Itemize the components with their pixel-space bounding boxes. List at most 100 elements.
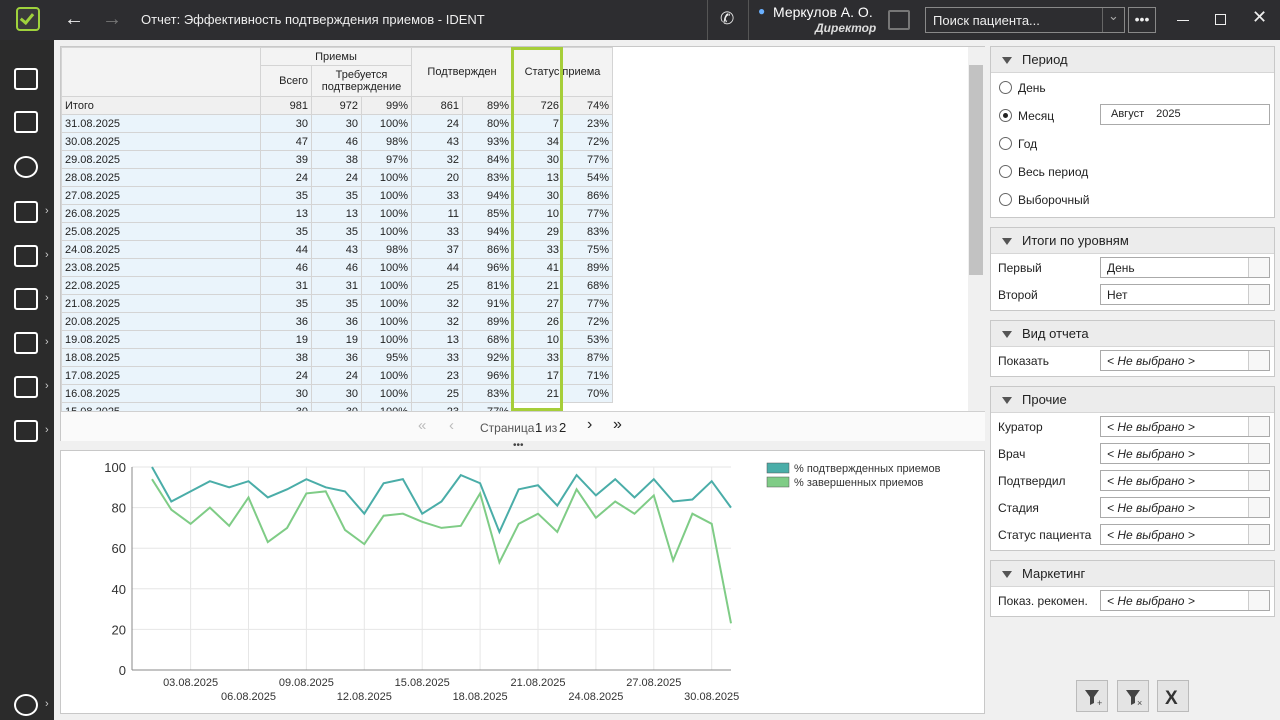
nav-chevron[interactable]: › — [45, 336, 49, 348]
more-button[interactable]: ••• — [1128, 7, 1156, 33]
column-header[interactable]: Подтвержден — [411, 47, 513, 97]
history-button[interactable] — [888, 10, 910, 30]
radio-row[interactable]: Год — [991, 129, 1274, 157]
nav-icon[interactable] — [14, 156, 38, 178]
patient-search[interactable]: Поиск пациента... ⌄ — [925, 7, 1125, 33]
month-picker[interactable]: Август 2025 — [1100, 104, 1270, 125]
radio-button[interactable] — [999, 193, 1012, 206]
nav-chevron[interactable]: › — [45, 698, 49, 710]
maximize-button[interactable] — [1215, 14, 1226, 25]
table-row[interactable]: 25.08.2025 35 35 100% 33 94% 29 83% — [61, 222, 613, 241]
phone-button[interactable]: ✆ — [720, 9, 735, 28]
apply-filter-button[interactable]: + — [1076, 680, 1108, 712]
table-row[interactable]: 28.08.2025 24 24 100% 20 83% 13 54% — [61, 168, 613, 187]
nav-icon[interactable] — [14, 288, 38, 310]
minimize-button[interactable] — [1177, 20, 1189, 21]
nav-chevron[interactable]: › — [45, 249, 49, 261]
table-row[interactable]: 23.08.2025 46 46 100% 44 96% 41 89% — [61, 258, 613, 277]
radio-row[interactable]: День — [991, 73, 1274, 101]
nav-icon[interactable] — [14, 111, 38, 133]
filter-dropdown[interactable]: < Не выбрано > — [1100, 590, 1270, 611]
table-row[interactable]: 29.08.2025 39 38 97% 32 84% 30 77% — [61, 150, 613, 169]
table-cell: 23.08.2025 — [61, 258, 261, 277]
user-name[interactable]: Меркулов А. О. — [773, 4, 873, 20]
nav-icon[interactable] — [14, 68, 38, 90]
radio-button[interactable] — [999, 137, 1012, 150]
table-cell: 81% — [462, 276, 513, 295]
radio-row[interactable]: Весь период — [991, 157, 1274, 185]
table-cell: 33 — [411, 186, 463, 205]
table-row[interactable]: 16.08.2025 30 30 100% 25 83% 21 70% — [61, 384, 613, 403]
table-cell: 96% — [462, 366, 513, 385]
section-header[interactable]: Вид отчета — [991, 321, 1274, 347]
table-cell: 46 — [311, 258, 362, 277]
filter-dropdown[interactable]: < Не выбрано > — [1100, 443, 1270, 464]
next-page[interactable]: › — [587, 416, 593, 433]
table-cell: 99% — [361, 96, 412, 115]
column-header[interactable]: Требуется подтверждение — [311, 65, 412, 97]
prev-page[interactable]: ‹ — [449, 417, 454, 434]
filter-label: Подтвердил — [998, 474, 1066, 488]
radio-row[interactable]: Месяц Август 2025 — [991, 101, 1274, 129]
table-cell: 31 — [311, 276, 362, 295]
table-cell: 100% — [361, 294, 412, 313]
table-row[interactable]: 30.08.2025 47 46 98% 43 93% 34 72% — [61, 132, 613, 151]
forward-button[interactable]: → — [102, 8, 122, 30]
table-cell: 83% — [462, 384, 513, 403]
nav-icon[interactable] — [14, 332, 38, 354]
filter-dropdown[interactable]: < Не выбрано > — [1100, 524, 1270, 545]
radio-row[interactable]: Выборочный — [991, 185, 1274, 213]
table-cell: 98% — [361, 132, 412, 151]
legend-label: % подтвержденных приемов — [794, 463, 941, 475]
filter-row: Статус пациента < Не выбрано > — [991, 521, 1274, 548]
nav-chevron[interactable]: › — [45, 380, 49, 392]
table-cell: 35 — [311, 294, 362, 313]
section-header[interactable]: Период — [991, 47, 1274, 73]
nav-icon[interactable] — [14, 376, 38, 398]
splitter[interactable]: ••• — [513, 440, 524, 451]
first-page[interactable]: « — [418, 417, 427, 434]
excel-button[interactable]: X — [1157, 680, 1189, 712]
filter-dropdown[interactable]: < Не выбрано > — [1100, 497, 1270, 518]
nav-chevron[interactable]: › — [45, 292, 49, 304]
section-header[interactable]: Прочие — [991, 387, 1274, 413]
radio-button[interactable] — [999, 109, 1012, 122]
nav-icon[interactable] — [14, 420, 38, 442]
last-page[interactable]: » — [613, 416, 622, 433]
table-row[interactable]: 27.08.2025 35 35 100% 33 94% 30 86% — [61, 186, 613, 205]
nav-chevron[interactable]: › — [45, 205, 49, 217]
radio-button[interactable] — [999, 81, 1012, 94]
close-button[interactable]: ✕ — [1252, 7, 1268, 27]
table-row[interactable]: 19.08.2025 19 19 100% 13 68% 10 53% — [61, 330, 613, 349]
table-cell: 38 — [311, 150, 362, 169]
nav-icon[interactable] — [14, 694, 38, 716]
section-header[interactable]: Итоги по уровням — [991, 228, 1274, 254]
nav-icon[interactable] — [14, 245, 38, 267]
radio-button[interactable] — [999, 165, 1012, 178]
table-cell: 43 — [311, 240, 362, 259]
column-header[interactable]: Всего — [260, 65, 312, 97]
filter-section: Период День Месяц Август 2025 Год Весь период В… — [990, 46, 1275, 218]
filter-dropdown[interactable]: Нет — [1100, 284, 1270, 305]
back-button[interactable]: ← — [64, 8, 84, 30]
scrollbar[interactable] — [968, 47, 985, 411]
filter-dropdown[interactable]: < Не выбрано > — [1100, 470, 1270, 491]
table-row[interactable]: 24.08.2025 44 43 98% 37 86% 33 75% — [61, 240, 613, 259]
clear-filter-button[interactable]: × — [1117, 680, 1149, 712]
x-tick-label: 06.08.2025 — [221, 691, 276, 703]
table-row[interactable]: 18.08.2025 38 36 95% 33 92% 33 87% — [61, 348, 613, 367]
nav-chevron[interactable]: › — [45, 424, 49, 436]
table-cell: 95% — [361, 348, 412, 367]
table-row[interactable]: 31.08.2025 30 30 100% 24 80% 7 23% — [61, 114, 613, 133]
table-row[interactable]: 20.08.2025 36 36 100% 32 89% 26 72% — [61, 312, 613, 331]
filter-dropdown[interactable]: < Не выбрано > — [1100, 416, 1270, 437]
table-cell: 35 — [311, 186, 362, 205]
nav-icon[interactable] — [14, 201, 38, 223]
section-header[interactable]: Маркетинг — [991, 561, 1274, 587]
table-row[interactable]: 21.08.2025 35 35 100% 32 91% 27 77% — [61, 294, 613, 313]
table-row[interactable]: 17.08.2025 24 24 100% 23 96% 17 71% — [61, 366, 613, 385]
filter-dropdown[interactable]: День — [1100, 257, 1270, 278]
filter-dropdown[interactable]: < Не выбрано > — [1100, 350, 1270, 371]
table-cell: 20.08.2025 — [61, 312, 261, 331]
